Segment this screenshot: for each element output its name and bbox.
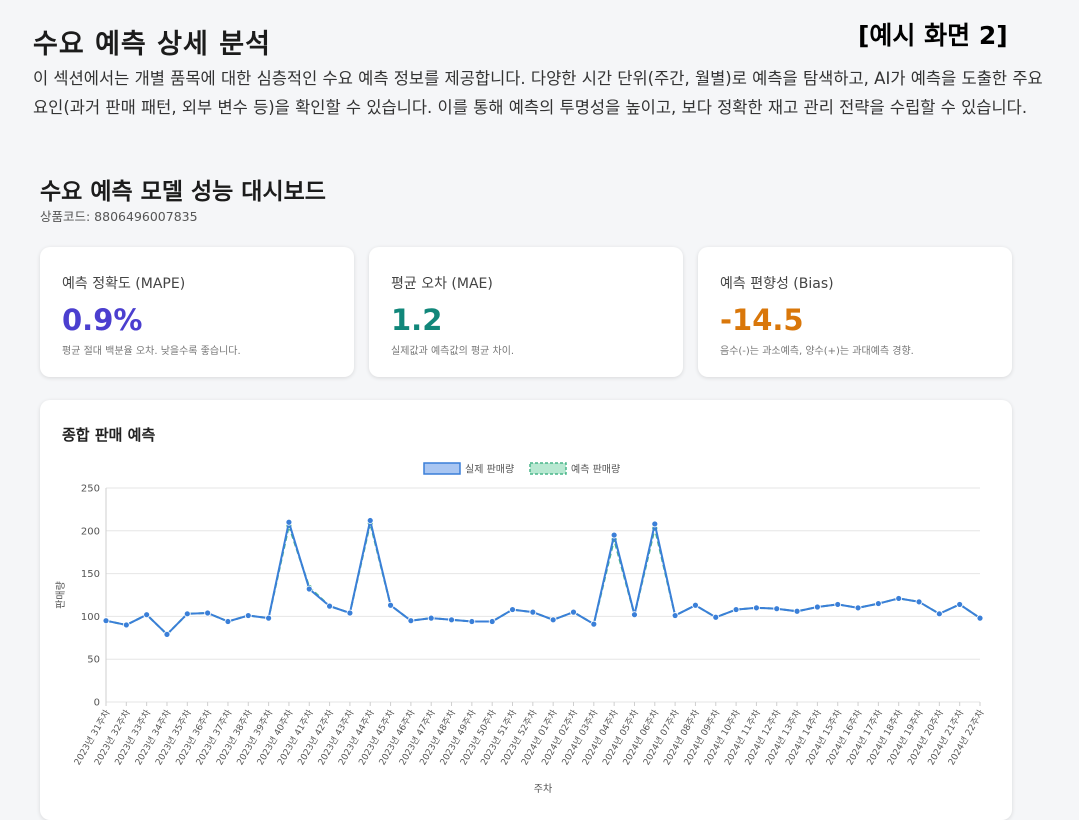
data-point	[122, 621, 130, 629]
dashboard-title: 수요 예측 모델 성능 대시보드	[40, 179, 326, 205]
data-point	[610, 531, 618, 539]
section-description: 이 섹션에서는 개별 품목에 대한 심층적인 수요 예측 정보를 제공합니다. …	[33, 69, 1043, 117]
data-point	[244, 612, 252, 619]
data-point	[712, 613, 720, 621]
metric-card-mape: 예측 정확도 (MAPE) 0.9% 평균 절대 백분율 오차. 낮을수록 좋습…	[40, 247, 354, 377]
metric-card-mae: 평균 오차 (MAE) 1.2 실제값과 예측값의 평균 차이.	[369, 247, 683, 377]
metric-value: 1.2	[391, 303, 443, 337]
data-point	[976, 614, 984, 622]
data-point	[326, 602, 333, 610]
data-point	[854, 604, 862, 612]
y-axis-title: 판매량	[55, 581, 67, 609]
data-point	[285, 518, 293, 526]
data-point	[753, 604, 760, 612]
data-point	[448, 616, 455, 624]
data-point	[813, 603, 821, 611]
data-point	[895, 595, 903, 602]
data-point	[834, 601, 842, 608]
data-point	[387, 601, 394, 609]
y-tick-label: 200	[81, 526, 100, 537]
data-point	[488, 618, 496, 625]
y-tick-label: 50	[87, 655, 100, 666]
y-tick-label: 250	[81, 484, 100, 495]
metric-label: 예측 정확도 (MAPE)	[62, 276, 186, 292]
data-point	[509, 606, 516, 613]
data-point	[224, 618, 232, 625]
metric-note: 실제값과 예측값의 평균 차이.	[391, 346, 515, 357]
data-point	[163, 630, 171, 638]
data-point	[549, 616, 557, 624]
legend-label: 실제 판매량	[465, 464, 514, 476]
legend-swatch	[529, 462, 567, 475]
series-line	[105, 521, 981, 636]
data-point	[468, 618, 476, 625]
metric-note: 음수(-)는 과소예측, 양수(+)는 과대예측 경향.	[720, 346, 914, 357]
legend-label: 예측 판매량	[571, 464, 620, 476]
data-point	[183, 610, 191, 618]
data-point	[102, 617, 110, 625]
data-point	[732, 606, 740, 613]
example-screen-tag: [예시 화면 2]	[858, 21, 1008, 50]
sales-forecast-chart-card: 종합 판매 예측 0 50 100 150 200 250 2023년 31주차 2023년 …	[40, 400, 1012, 820]
data-point	[773, 605, 781, 613]
data-point	[956, 601, 964, 608]
metric-label: 예측 편향성 (Bias)	[720, 276, 834, 292]
y-tick-label: 100	[81, 612, 100, 623]
data-point	[915, 598, 923, 606]
data-point	[671, 612, 679, 619]
legend-swatch	[423, 462, 461, 475]
metric-value: 0.9%	[62, 303, 143, 337]
data-point	[427, 614, 435, 622]
data-point	[204, 609, 212, 617]
y-tick-label: 150	[81, 569, 100, 580]
data-point	[265, 614, 273, 622]
data-point	[631, 611, 638, 619]
data-point	[346, 609, 354, 617]
data-point	[529, 608, 537, 616]
data-point	[590, 620, 598, 628]
y-tick-label: 0	[94, 698, 100, 709]
metric-note: 평균 절대 백분율 오차. 낮을수록 좋습니다.	[62, 346, 241, 357]
product-code: 상품코드: 8806496007835	[40, 209, 198, 224]
data-point	[305, 585, 313, 593]
data-point	[143, 611, 151, 619]
page-title: 수요 예측 상세 분석	[33, 29, 271, 60]
data-point	[692, 601, 699, 609]
data-point	[793, 607, 801, 615]
metric-value: -14.5	[720, 303, 804, 337]
data-point	[407, 617, 415, 625]
data-point	[570, 608, 577, 616]
metric-label: 평균 오차 (MAE)	[391, 276, 493, 292]
data-point	[874, 600, 882, 607]
data-point	[366, 517, 374, 524]
metric-card-bias: 예측 편향성 (Bias) -14.5 음수(-)는 과소예측, 양수(+)는 …	[698, 247, 1012, 377]
x-axis-title: 주차	[534, 783, 552, 795]
data-point	[651, 520, 659, 528]
chart-title: 종합 판매 예측	[62, 426, 156, 444]
data-point	[935, 610, 943, 618]
series-line	[105, 520, 981, 636]
